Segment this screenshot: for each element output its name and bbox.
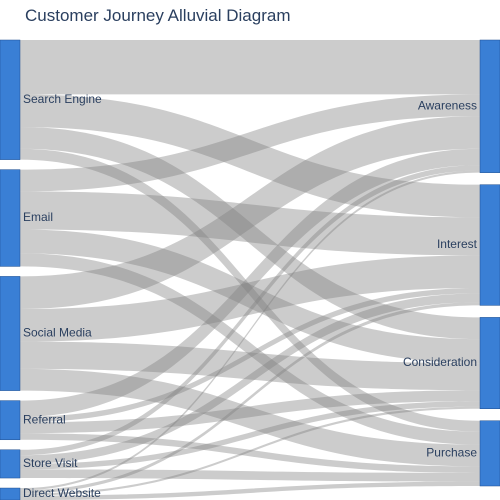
node-referral[interactable]: [0, 400, 21, 441]
node-purchase[interactable]: [479, 420, 500, 487]
diagram-nodes: [0, 39, 500, 500]
node-store[interactable]: [0, 449, 21, 479]
flow-social-to-awareness[interactable]: [20, 116, 480, 310]
flow-direct-to-purchase[interactable]: [20, 481, 480, 500]
node-label-store: Store Visit: [23, 456, 78, 470]
flow-referral-to-consideration[interactable]: [20, 390, 480, 434]
node-label-search: Search Engine: [23, 92, 102, 106]
flow-email-to-awareness[interactable]: [20, 94, 480, 192]
flow-search-to-purchase[interactable]: [20, 148, 480, 432]
flow-social-to-consideration[interactable]: [20, 341, 480, 391]
node-consideration[interactable]: [479, 317, 500, 409]
flow-direct-to-awareness[interactable]: [20, 170, 480, 491]
flow-direct-to-consideration[interactable]: [20, 406, 480, 496]
flow-store-to-purchase[interactable]: [20, 469, 480, 482]
flow-links: [20, 40, 480, 500]
node-interest[interactable]: [479, 184, 500, 306]
flow-direct-to-interest[interactable]: [20, 302, 480, 494]
flow-email-to-interest[interactable]: [20, 191, 480, 256]
flow-search-to-awareness[interactable]: [20, 40, 480, 95]
node-awareness[interactable]: [479, 39, 500, 173]
flow-referral-to-purchase[interactable]: [20, 433, 480, 473]
flow-store-to-awareness[interactable]: [20, 165, 480, 456]
flow-search-to-consideration[interactable]: [20, 127, 480, 340]
node-labels: Search Engine Email Social Media Referral St…: [23, 92, 478, 500]
node-label-purchase: Purchase: [426, 446, 477, 460]
node-label-awareness: Awareness: [418, 99, 477, 113]
flow-referral-to-awareness[interactable]: [20, 148, 480, 417]
flow-store-to-interest[interactable]: [20, 293, 480, 464]
node-label-social: Social Media: [23, 326, 92, 340]
flow-social-to-interest[interactable]: [20, 255, 480, 342]
node-label-email: Email: [23, 210, 53, 224]
node-label-referral: Referral: [23, 412, 66, 426]
flow-referral-to-interest[interactable]: [20, 287, 480, 423]
flow-email-to-purchase[interactable]: [20, 253, 480, 445]
node-direct[interactable]: [0, 487, 21, 500]
node-label-interest: Interest: [437, 237, 478, 251]
node-social[interactable]: [0, 276, 21, 391]
flow-email-to-consideration[interactable]: [20, 229, 480, 364]
flow-social-to-purchase[interactable]: [20, 368, 480, 467]
node-email[interactable]: [0, 169, 21, 267]
flow-search-to-interest[interactable]: [20, 94, 480, 218]
chart-title: Customer Journey Alluvial Diagram: [25, 6, 291, 25]
node-search[interactable]: [0, 39, 21, 160]
node-label-consideration: Consideration: [403, 355, 477, 369]
node-label-direct: Direct Website: [23, 486, 101, 500]
flow-store-to-consideration[interactable]: [20, 401, 480, 470]
